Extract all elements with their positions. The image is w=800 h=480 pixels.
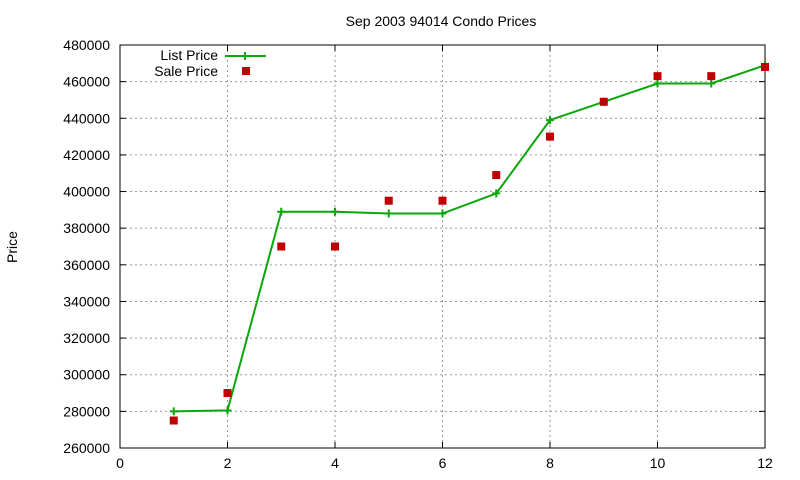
sale-price-point [223, 389, 232, 398]
list-price-point [277, 207, 286, 216]
grid-lines [120, 45, 765, 448]
y-tick-label: 440000 [63, 110, 110, 126]
list-price-point [331, 207, 339, 216]
legend: List Price Sale Price [154, 47, 266, 79]
sale-price-point [384, 196, 393, 205]
y-tick-label: 480000 [63, 37, 110, 53]
legend-label-list-price: List Price [160, 47, 218, 63]
legend-marker-list-price [241, 52, 249, 60]
y-tick-label: 340000 [63, 293, 110, 309]
list-price-line [173, 64, 766, 413]
sale-price-point [277, 242, 286, 251]
sale-price-point [599, 97, 608, 106]
y-tick-label: 380000 [63, 220, 110, 236]
x-tick-label: 2 [224, 455, 232, 471]
list-price-point [707, 79, 716, 88]
axis-ticks: 0 2 4 6 8 10 12 260000 280000 300000 320000 340000 3… [63, 37, 773, 471]
x-tick-label: 10 [650, 455, 666, 471]
sale-price-point [331, 242, 339, 251]
legend-label-sale-price: Sale Price [154, 63, 218, 79]
sale-price-point [492, 171, 501, 180]
y-tick-label: 280000 [63, 403, 110, 419]
list-price-point [384, 209, 393, 218]
y-tick-label: 360000 [63, 257, 110, 273]
sale-price-point [169, 416, 178, 425]
x-tick-label: 6 [439, 455, 447, 471]
legend-marker-sale-price [242, 67, 250, 75]
y-tick-label: 260000 [63, 440, 110, 456]
x-tick-label: 8 [546, 455, 554, 471]
y-axis-label: Price [4, 231, 20, 263]
list-price-point [438, 209, 447, 218]
y-tick-label: 400000 [63, 184, 110, 200]
sale-price-point [546, 132, 554, 141]
x-tick-label: 4 [331, 455, 339, 471]
y-tick-label: 460000 [63, 74, 110, 90]
sale-price-point [438, 196, 447, 205]
data-series [169, 61, 769, 425]
sale-price-point [653, 72, 662, 81]
sale-price-point [707, 72, 716, 81]
list-price-point [169, 407, 178, 416]
list-price-point [546, 116, 554, 125]
chart-title: Sep 2003 94014 Condo Prices [346, 13, 537, 29]
list-price-point [223, 406, 232, 415]
x-tick-label: 12 [757, 455, 773, 471]
list-price-point [653, 79, 662, 88]
y-tick-label: 420000 [63, 147, 110, 163]
y-tick-label: 300000 [63, 367, 110, 383]
y-tick-label: 320000 [63, 330, 110, 346]
x-tick-label: 0 [116, 455, 124, 471]
sale-price-point [761, 62, 769, 71]
list-price-point [492, 189, 501, 198]
